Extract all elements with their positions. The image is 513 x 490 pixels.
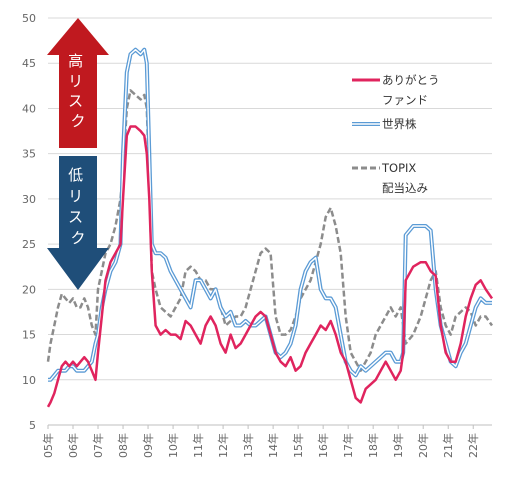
- y-tick-label: 25: [22, 238, 36, 251]
- x-tick-label: 19年: [391, 433, 405, 458]
- x-tick-label: 20年: [416, 433, 430, 458]
- y-axis-ticks: 50 45 40 35 30 25 20 15 10 5: [22, 12, 36, 432]
- x-tick-label: 13年: [241, 433, 255, 458]
- x-tick-label: 18年: [366, 433, 380, 458]
- x-tick-label: 08年: [116, 433, 130, 458]
- series-line-topix: [46, 89, 494, 372]
- legend-label-sekai: 世界株: [382, 117, 417, 131]
- legend-item-topix: TOPIX 配当込み: [352, 161, 428, 195]
- legend-label-arigatou: ありがとう ファンド: [382, 73, 443, 107]
- low-risk-arrow-shape: [47, 156, 109, 290]
- x-tick-label: 10年: [166, 433, 180, 458]
- y-tick-label: 50: [22, 12, 36, 25]
- x-tick-label: 15年: [291, 433, 305, 458]
- series-line-arigatou: [46, 125, 494, 408]
- x-tick-label: 14年: [266, 433, 280, 458]
- x-tick-label: 21年: [441, 433, 455, 458]
- y-tick-label: 20: [22, 283, 36, 296]
- x-tick-label: 09年: [141, 433, 155, 458]
- x-axis: 05年 06年 07年 08年 09年 10年 11年 12年 13年 14年 15年 16年 17年 1…: [41, 424, 492, 458]
- y-tick-label: 30: [22, 193, 36, 206]
- legend-item-sekai: 世界株: [352, 117, 417, 131]
- y-tick-label: 35: [22, 148, 36, 161]
- high-risk-arrow: 高 リ ス ク: [47, 18, 109, 148]
- legend: ありがとう ファンド 世界株 TOPIX 配当込み: [352, 73, 443, 195]
- y-tick-label: 10: [22, 374, 36, 387]
- y-tick-label: 40: [22, 102, 36, 115]
- low-risk-label: 低 リ ス ク: [68, 166, 88, 247]
- x-tick-label: 07年: [91, 433, 105, 458]
- high-risk-arrow-shape: [47, 18, 109, 148]
- x-tick-label: 12年: [216, 433, 230, 458]
- x-tick-label: 17年: [341, 433, 355, 458]
- high-risk-label: 高 リ ス ク: [68, 52, 88, 130]
- y-tick-label: 45: [22, 57, 36, 70]
- x-tick-label: 06年: [66, 433, 80, 458]
- legend-item-arigatou: ありがとう ファンド: [352, 73, 443, 107]
- y-tick-label: 5: [29, 419, 36, 432]
- x-tick-label: 05年: [41, 433, 55, 458]
- series-lines: [46, 47, 494, 408]
- x-tick-label: 22年: [466, 433, 480, 458]
- low-risk-arrow: 低 リ ス ク: [47, 156, 109, 290]
- y-tick-label: 15: [22, 329, 36, 342]
- x-tick-label: 11年: [191, 433, 205, 458]
- legend-label-topix: TOPIX 配当込み: [381, 161, 428, 195]
- x-tick-label: 16年: [316, 433, 330, 458]
